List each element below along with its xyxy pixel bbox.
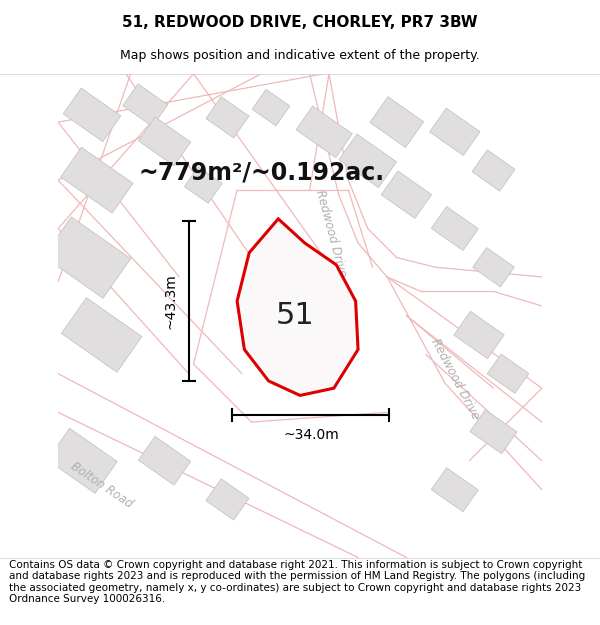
- Polygon shape: [123, 84, 167, 126]
- Polygon shape: [47, 428, 117, 493]
- Text: ~34.0m: ~34.0m: [283, 428, 339, 442]
- Polygon shape: [339, 134, 397, 188]
- Text: 51: 51: [276, 301, 314, 330]
- Polygon shape: [473, 248, 514, 287]
- Text: Bolton Road: Bolton Road: [68, 459, 135, 511]
- Polygon shape: [252, 89, 290, 126]
- Polygon shape: [430, 108, 480, 156]
- Text: ~779m²/~0.192ac.: ~779m²/~0.192ac.: [138, 161, 385, 185]
- Polygon shape: [184, 167, 222, 203]
- Text: Redwood Drive: Redwood Drive: [314, 188, 349, 278]
- Text: Contains OS data © Crown copyright and database right 2021. This information is : Contains OS data © Crown copyright and d…: [9, 559, 585, 604]
- Polygon shape: [206, 97, 249, 138]
- Polygon shape: [431, 468, 478, 512]
- Polygon shape: [139, 436, 191, 485]
- Polygon shape: [44, 217, 131, 298]
- Polygon shape: [206, 479, 249, 520]
- Text: Redwood Drive: Redwood Drive: [428, 336, 482, 421]
- Polygon shape: [61, 148, 133, 213]
- Polygon shape: [63, 88, 121, 142]
- Polygon shape: [454, 311, 504, 359]
- Polygon shape: [381, 171, 431, 218]
- Text: 51, REDWOOD DRIVE, CHORLEY, PR7 3BW: 51, REDWOOD DRIVE, CHORLEY, PR7 3BW: [122, 14, 478, 29]
- Text: Map shows position and indicative extent of the property.: Map shows position and indicative extent…: [120, 49, 480, 62]
- Polygon shape: [139, 117, 191, 166]
- Text: ~43.3m: ~43.3m: [163, 273, 178, 329]
- Polygon shape: [296, 106, 352, 158]
- Polygon shape: [472, 150, 515, 191]
- Polygon shape: [237, 219, 358, 396]
- Polygon shape: [487, 354, 529, 393]
- Polygon shape: [370, 97, 424, 148]
- Polygon shape: [61, 298, 142, 372]
- Polygon shape: [431, 206, 478, 251]
- Polygon shape: [470, 410, 517, 454]
